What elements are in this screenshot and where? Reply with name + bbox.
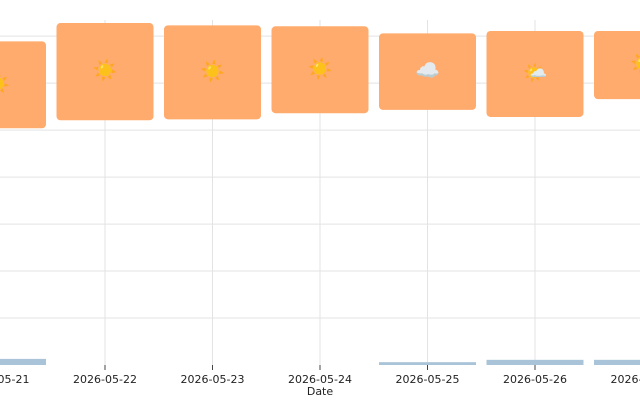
x-axis-title: Date [307,385,334,398]
x-tick-label: 2026-05-23 [181,373,245,386]
x-tick-label: 2026-05-27 [611,373,640,386]
temperature-bar [271,26,369,114]
precipitation-bar [594,359,640,365]
temperature-bar [486,31,584,117]
weather-icon: ☁️ [415,58,440,82]
temperature-bar [164,25,261,120]
x-tick-label: 2026-05-25 [396,373,460,386]
precipitation-bar [379,362,476,365]
x-tick-label: 2026-05-26 [503,373,567,386]
temperature-bar [594,31,640,100]
x-tick-label: 2026-05-24 [288,373,352,386]
weather-icon: ☀️ [308,56,333,80]
precipitation-bar [0,358,46,365]
temperature-bar [379,33,476,110]
x-tick-label: 2026-05-22 [73,373,137,386]
temperature-bar [56,23,154,121]
weather-icon: ☀️ [200,59,225,83]
weather-icon: 🌤️ [523,60,548,84]
weather-icon: ☀️ [93,58,118,82]
weather-icon: ☀️ [630,52,640,76]
precipitation-bar [486,359,584,365]
temperature-bar [0,41,46,129]
weather-icon: ☀️ [0,71,10,95]
x-tick-label: 2026-05-21 [0,373,29,386]
